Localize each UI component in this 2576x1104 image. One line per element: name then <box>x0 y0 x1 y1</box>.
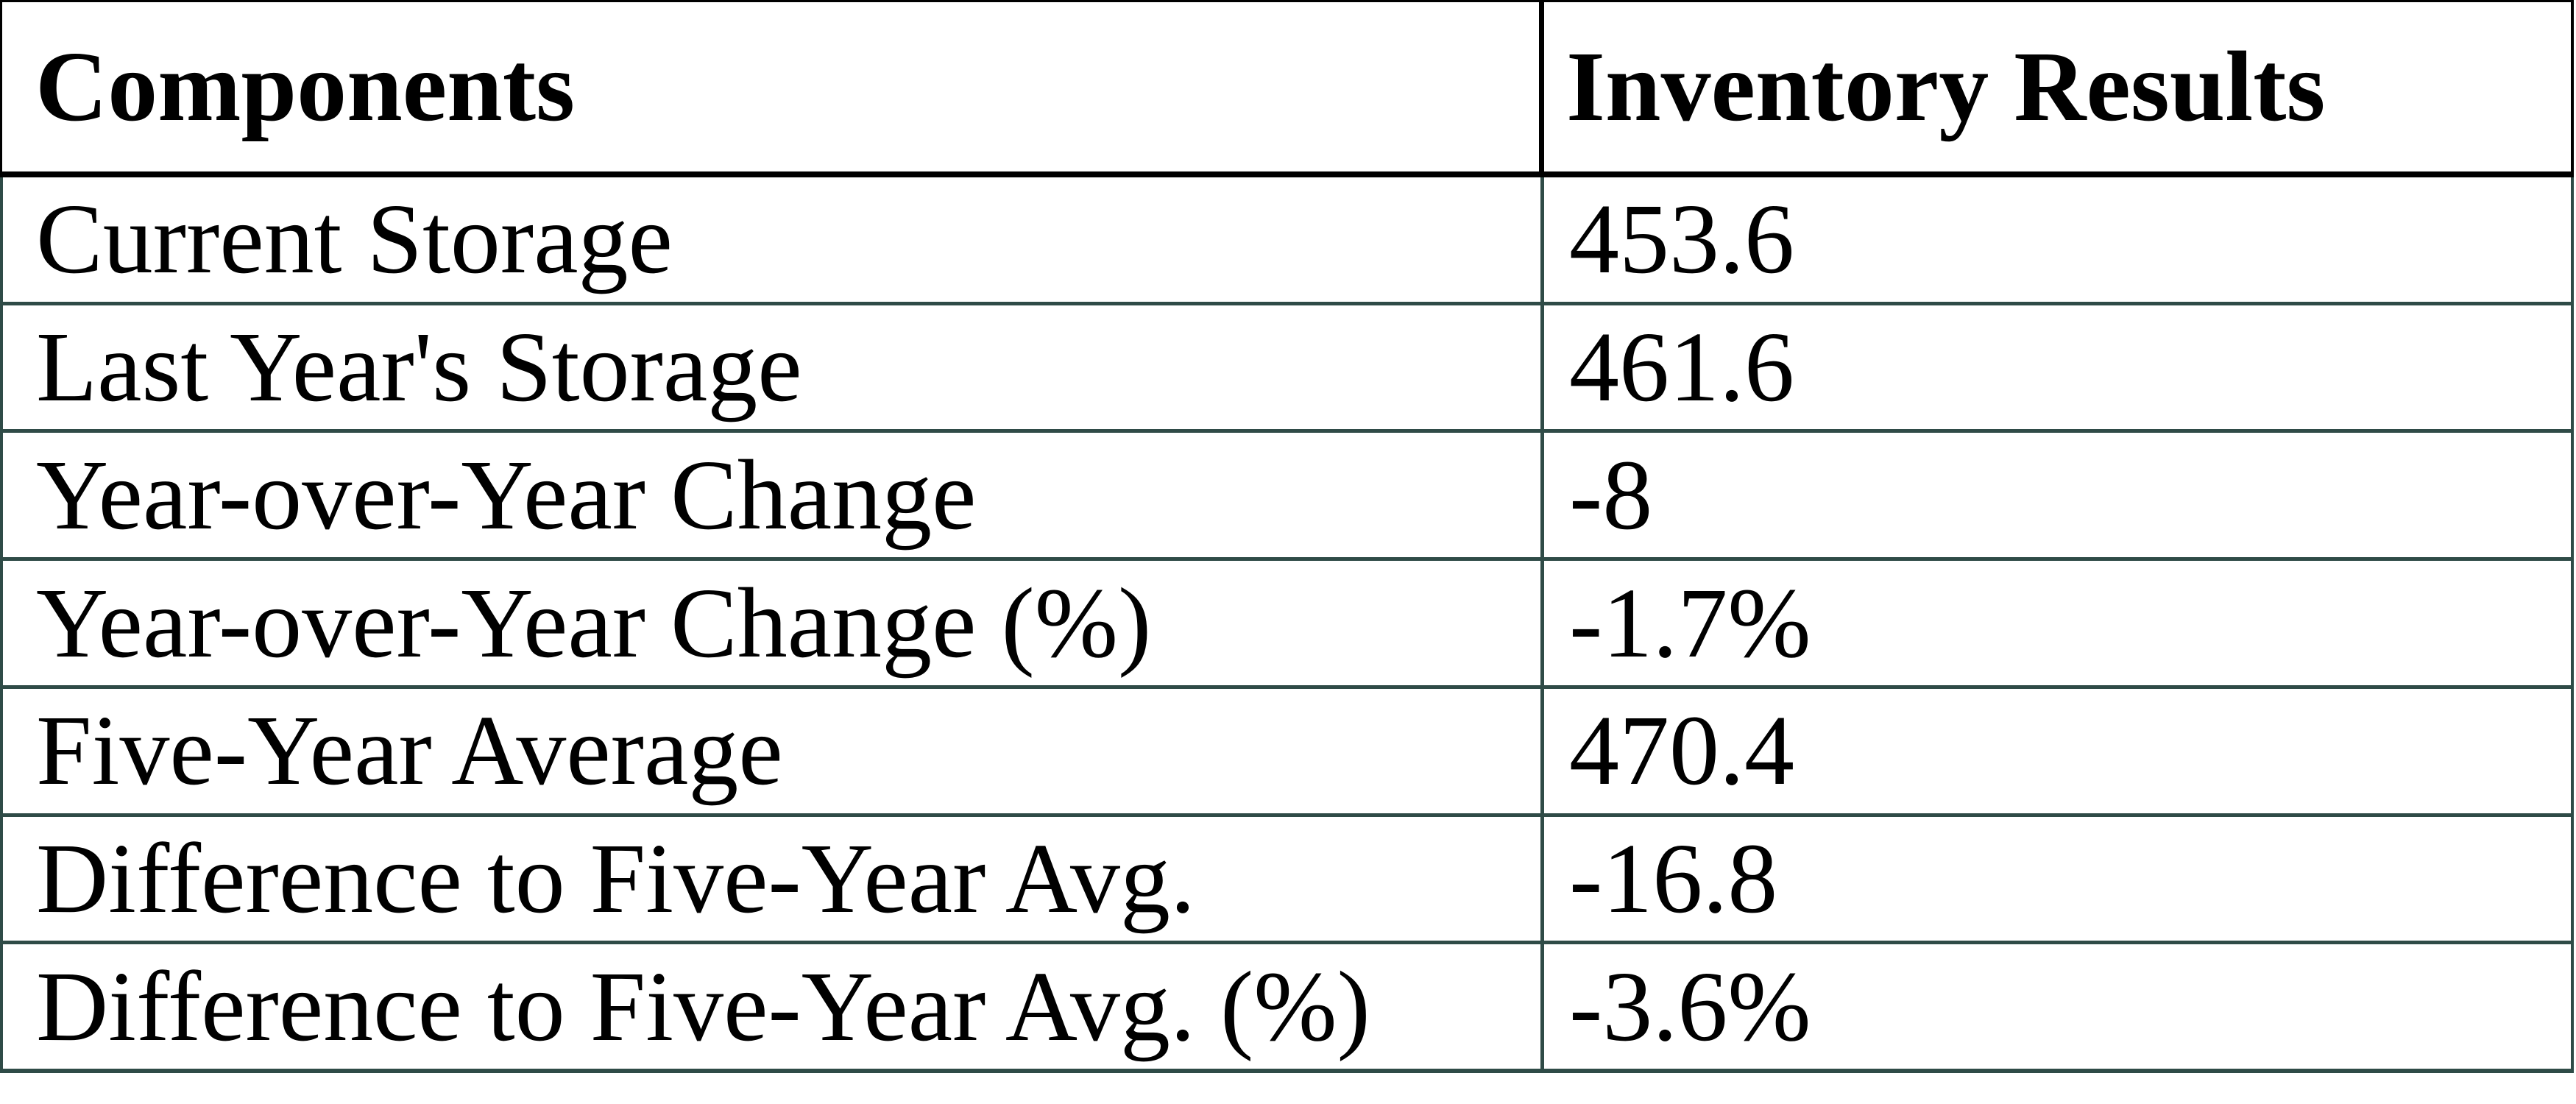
row-value-text: -16.8 <box>1569 823 1778 934</box>
row-value: -16.8 <box>1544 817 2571 941</box>
header-label-inventory-results: Inventory Results <box>1566 32 2326 142</box>
table-row-diff-five-year-avg-pct: Difference to Five-Year Avg. (%) -3.6% <box>3 944 2571 1069</box>
row-value-text: -1.7% <box>1569 567 1811 679</box>
row-label: Current Storage <box>3 177 1544 302</box>
row-value-text: -3.6% <box>1569 951 1811 1062</box>
inventory-table: Components Inventory Results Current Sto… <box>0 0 2574 1073</box>
row-label-text: Current Storage <box>36 184 673 295</box>
row-value: 470.4 <box>1544 689 2571 813</box>
row-label-text: Difference to Five-Year Avg. (%) <box>36 951 1370 1062</box>
header-label-components: Components <box>35 32 575 142</box>
row-label: Year-over-Year Change <box>3 433 1544 558</box>
row-value: -3.6% <box>1544 944 2571 1069</box>
row-label-text: Year-over-Year Change (%) <box>36 567 1152 679</box>
row-label: Difference to Five-Year Avg. <box>3 816 1544 941</box>
row-label: Year-over-Year Change (%) <box>3 561 1544 685</box>
table-row-five-year-average: Five-Year Average 470.4 <box>3 688 2571 817</box>
table-row-diff-five-year-avg: Difference to Five-Year Avg. -16.8 <box>3 816 2571 945</box>
table-row-yoy-change: Year-over-Year Change -8 <box>3 433 2571 562</box>
row-value: -1.7% <box>1544 561 2571 685</box>
row-label: Last Year's Storage <box>3 305 1544 430</box>
row-label: Five-Year Average <box>3 688 1544 813</box>
row-value: 461.6 <box>1544 305 2571 430</box>
header-cell-inventory-results: Inventory Results <box>1544 2 2571 171</box>
row-value-text: -8 <box>1569 439 1653 551</box>
table-body: Current Storage 453.6 Last Year's Storag… <box>0 177 2574 1073</box>
table-row-yoy-change-pct: Year-over-Year Change (%) -1.7% <box>3 561 2571 689</box>
table-header-row: Components Inventory Results <box>0 0 2574 177</box>
row-label-text: Five-Year Average <box>36 696 783 807</box>
row-value-text: 461.6 <box>1569 312 1794 423</box>
row-label-text: Year-over-Year Change <box>36 439 977 551</box>
row-value: -8 <box>1544 433 2571 557</box>
row-value-text: 470.4 <box>1569 696 1794 807</box>
row-label-text: Last Year's Storage <box>36 312 802 423</box>
header-cell-components: Components <box>2 2 1544 171</box>
row-label-text: Difference to Five-Year Avg. <box>36 823 1195 934</box>
row-value: 453.6 <box>1544 177 2571 302</box>
table-row-current-storage: Current Storage 453.6 <box>3 177 2571 305</box>
table-row-last-year-storage: Last Year's Storage 461.6 <box>3 305 2571 434</box>
row-value-text: 453.6 <box>1569 184 1794 295</box>
row-label: Difference to Five-Year Avg. (%) <box>3 944 1544 1069</box>
